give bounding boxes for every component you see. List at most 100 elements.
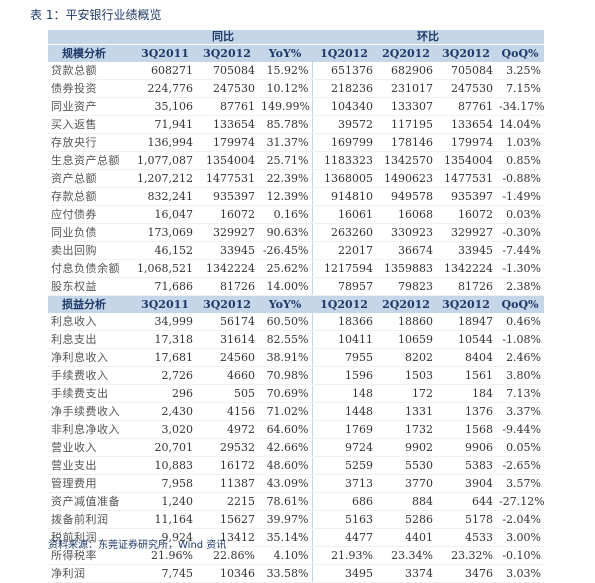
table-row: 利息支出 17,318 31614 82.55% 10411 10659 10544 -1.0… — [48, 330, 545, 349]
table-cell: 10346 — [196, 564, 258, 583]
table-cell: 0.05% — [496, 438, 545, 457]
table-cell: 2,430 — [134, 402, 196, 421]
table-cell: 16061 — [311, 205, 377, 224]
table-cell: 133307 — [376, 97, 437, 116]
table-cell: 5259 — [311, 456, 377, 475]
table-row: 卖出回购 46,152 33945 -26.45% 22017 36674 33945 -7.… — [48, 241, 545, 260]
row-label: 管理费用 — [48, 474, 134, 493]
table-cell: 14.04% — [496, 115, 545, 134]
table-cell: 87761 — [196, 97, 258, 116]
column-header: 3Q2011 — [134, 295, 196, 313]
table-cell: 5383 — [436, 456, 497, 475]
row-label: 资产总额 — [48, 169, 134, 188]
table-cell: 70.69% — [258, 384, 313, 403]
table-cell: 9,924 — [134, 528, 196, 547]
table-cell: 1448 — [311, 402, 377, 421]
table-cell: 705084 — [436, 62, 497, 80]
table-cell: 12.39% — [258, 187, 313, 206]
table-cell: 4401 — [376, 528, 437, 547]
row-label: 存放央行 — [48, 133, 134, 152]
table-cell: 10411 — [311, 330, 377, 349]
table-cell: 136,994 — [134, 133, 196, 152]
table-cell: -1.30% — [496, 259, 545, 278]
table-cell: 949578 — [376, 187, 437, 206]
table-cell: 148 — [311, 384, 377, 403]
table-cell: 3770 — [376, 474, 437, 493]
table-cell: -1.08% — [496, 330, 545, 349]
row-label: 卖出回购 — [48, 241, 134, 260]
table-cell: 5286 — [376, 510, 437, 529]
table-cell: 1342224 — [196, 259, 258, 278]
table-cell: 9906 — [436, 438, 497, 457]
table-cell: 117195 — [376, 115, 437, 134]
row-label: 存款总额 — [48, 187, 134, 206]
table-cell: 15627 — [196, 510, 258, 529]
table-cell: 172 — [376, 384, 437, 403]
table-row: 买入返售 71,941 133654 85.78% 39572 117195 133654 1… — [48, 115, 545, 134]
table-row: 手续费支出 296 505 70.69% 148 172 184 7.13% — [48, 384, 545, 403]
table-cell: 935397 — [436, 187, 497, 206]
table-cell: 36674 — [376, 241, 437, 260]
table-cell: 914810 — [311, 187, 377, 206]
table-cell: 87761 — [436, 97, 497, 116]
table-cell: 18366 — [311, 313, 377, 331]
table-cell: 149.99% — [258, 97, 313, 116]
table-cell: 1477531 — [196, 169, 258, 188]
table-cell: 231017 — [376, 79, 437, 98]
row-label: 债券投资 — [48, 79, 134, 98]
table-row: 非利息净收入 3,020 4972 64.60% 1769 1732 1568 -9.44% — [48, 420, 545, 439]
table-cell: 247530 — [196, 79, 258, 98]
table-row: 利息收入 34,999 56174 60.50% 18366 18860 18947 0.46… — [48, 313, 545, 331]
column-header: 3Q2012 — [436, 44, 497, 62]
table-cell: 3476 — [436, 564, 497, 583]
source-note: 资料来源：东莞证券研究所，Wind 资讯 — [48, 540, 227, 551]
table-cell: 705084 — [196, 62, 258, 80]
table-cell: 505 — [196, 384, 258, 403]
table-cell: 1376 — [436, 402, 497, 421]
column-header: 2Q2012 — [376, 44, 437, 62]
table-cell: 329927 — [196, 223, 258, 242]
table-cell: 1354004 — [436, 151, 497, 170]
table-cell: 71.02% — [258, 402, 313, 421]
table-cell: 179974 — [196, 133, 258, 152]
table-cell: 247530 — [436, 79, 497, 98]
table-cell: 79823 — [376, 277, 437, 296]
table-cell: 25.71% — [258, 151, 313, 170]
performance-table: 同比 环比 规模分析 3Q2011 3Q2012 YoY% 1Q2012 2Q2012 3Q… — [48, 30, 545, 583]
table-cell: -26.45% — [258, 241, 313, 260]
table-cell: 1568 — [436, 420, 497, 439]
table-cell: 296 — [134, 384, 196, 403]
table-cell: -27.12% — [496, 492, 545, 511]
table-cell: 16172 — [196, 456, 258, 475]
row-label: 税前利润 — [48, 528, 134, 547]
table-cell: 651376 — [311, 62, 377, 80]
table-cell: 71,941 — [134, 115, 196, 134]
table-cell: 1732 — [376, 420, 437, 439]
table-cell: 16,047 — [134, 205, 196, 224]
table-cell: 70.98% — [258, 366, 313, 385]
table-cell: 3.80% — [496, 366, 545, 385]
table-cell: 1561 — [436, 366, 497, 385]
table-cell: 935397 — [196, 187, 258, 206]
table-row: 债券投资 224,776 247530 10.12% 218236 231017 24753… — [48, 79, 545, 98]
table-cell: 5163 — [311, 510, 377, 529]
table-cell: 38.91% — [258, 348, 313, 367]
table-cell: 3,020 — [134, 420, 196, 439]
table-cell: 9902 — [376, 438, 437, 457]
table-cell: 1342570 — [376, 151, 437, 170]
table-cell: 1769 — [311, 420, 377, 439]
table-cell: 10544 — [436, 330, 497, 349]
table-caption: 表 1：平安银行业绩概览 — [30, 8, 162, 22]
table-cell: 1596 — [311, 366, 377, 385]
table-cell: 178146 — [376, 133, 437, 152]
table-cell: 133654 — [196, 115, 258, 134]
group-header-yoy: 同比 — [134, 30, 313, 45]
row-label: 贷款总额 — [48, 62, 134, 80]
table-row: 同业负债 173,069 329927 90.63% 263260 330923 32992… — [48, 223, 545, 242]
table-cell: 24560 — [196, 348, 258, 367]
group-header-row: 同比 环比 — [48, 30, 545, 45]
table-cell: 22017 — [311, 241, 377, 260]
table-cell: 10659 — [376, 330, 437, 349]
table-cell: 7.13% — [496, 384, 545, 403]
table-cell: 11,164 — [134, 510, 196, 529]
